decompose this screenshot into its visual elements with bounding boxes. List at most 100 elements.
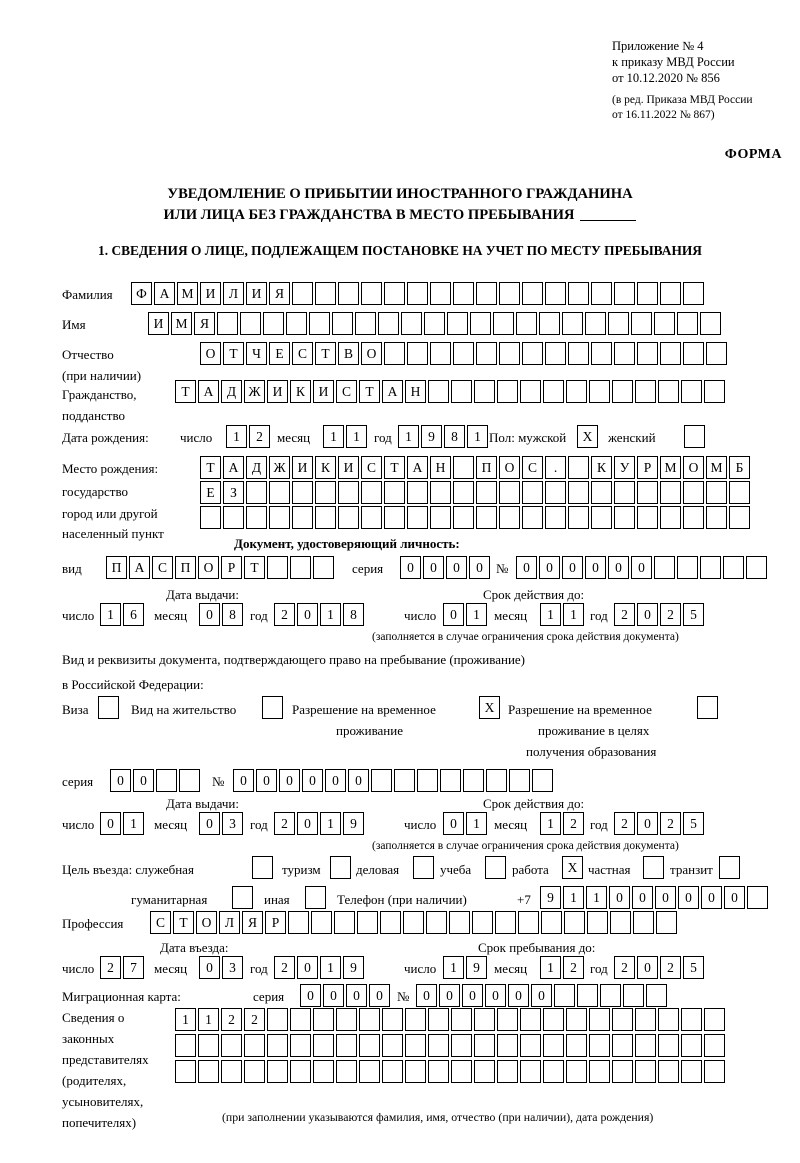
char-cell[interactable] [520, 1008, 541, 1031]
char-cell[interactable] [428, 1008, 449, 1031]
char-cell[interactable] [660, 282, 681, 305]
char-cell[interactable]: 1 [443, 956, 464, 979]
char-cell[interactable]: 1 [198, 1008, 219, 1031]
char-cell[interactable]: 1 [226, 425, 247, 448]
char-cell[interactable] [430, 342, 451, 365]
char-cell[interactable] [499, 342, 520, 365]
char-cell[interactable] [313, 556, 334, 579]
char-cell[interactable]: 1 [323, 425, 344, 448]
purpose-other-checkbox[interactable] [305, 886, 326, 909]
char-cell[interactable]: 0 [439, 984, 460, 1007]
char-cell[interactable]: Е [269, 342, 290, 365]
char-cell[interactable]: 0 [562, 556, 583, 579]
char-cell[interactable]: 0 [539, 556, 560, 579]
char-cell[interactable]: 2 [614, 812, 635, 835]
char-cell[interactable] [562, 312, 583, 335]
char-cell[interactable]: 2 [614, 956, 635, 979]
char-cell[interactable]: Р [221, 556, 242, 579]
char-cell[interactable] [566, 1008, 587, 1031]
char-cell[interactable]: 2 [274, 812, 295, 835]
char-cell[interactable] [463, 769, 484, 792]
char-cell[interactable]: 0 [348, 769, 369, 792]
char-cell[interactable] [288, 911, 309, 934]
char-cell[interactable] [660, 342, 681, 365]
char-cell[interactable] [430, 282, 451, 305]
char-cell[interactable] [532, 769, 553, 792]
char-cell[interactable] [217, 312, 238, 335]
char-cell[interactable]: 0 [443, 812, 464, 835]
char-cell[interactable] [476, 282, 497, 305]
char-cell[interactable] [545, 282, 566, 305]
char-cell[interactable] [520, 1034, 541, 1057]
char-cell[interactable]: О [198, 556, 219, 579]
char-cell[interactable]: 2 [660, 956, 681, 979]
char-cell[interactable]: 1 [586, 886, 607, 909]
char-cell[interactable] [476, 481, 497, 504]
char-cell[interactable] [704, 1060, 725, 1083]
char-cell[interactable] [403, 911, 424, 934]
char-cell[interactable] [417, 769, 438, 792]
char-cell[interactable] [451, 1034, 472, 1057]
char-cell[interactable] [612, 1060, 633, 1083]
char-cell[interactable] [244, 1034, 265, 1057]
char-cell[interactable] [585, 312, 606, 335]
char-cell[interactable] [543, 1034, 564, 1057]
char-cell[interactable]: 2 [274, 603, 295, 626]
char-cell[interactable]: Т [223, 342, 244, 365]
char-cell[interactable] [683, 282, 704, 305]
char-cell[interactable] [338, 506, 359, 529]
char-cell[interactable] [292, 282, 313, 305]
char-cell[interactable]: И [338, 456, 359, 479]
char-cell[interactable] [474, 380, 495, 403]
char-cell[interactable]: 0 [637, 603, 658, 626]
char-cell[interactable] [428, 1060, 449, 1083]
char-cell[interactable] [509, 769, 530, 792]
char-cell[interactable] [589, 1060, 610, 1083]
char-cell[interactable] [704, 380, 725, 403]
char-cell[interactable] [566, 1034, 587, 1057]
char-cell[interactable]: 0 [423, 556, 444, 579]
char-cell[interactable] [470, 312, 491, 335]
char-cell[interactable]: О [683, 456, 704, 479]
char-cell[interactable] [564, 911, 585, 934]
char-cell[interactable] [706, 342, 727, 365]
char-cell[interactable] [474, 1008, 495, 1031]
char-cell[interactable]: 1 [175, 1008, 196, 1031]
char-cell[interactable]: Т [244, 556, 265, 579]
char-cell[interactable] [394, 769, 415, 792]
char-cell[interactable]: В [338, 342, 359, 365]
char-cell[interactable]: 8 [444, 425, 465, 448]
char-cell[interactable] [315, 506, 336, 529]
char-cell[interactable] [336, 1034, 357, 1057]
char-cell[interactable] [543, 1008, 564, 1031]
char-cell[interactable] [543, 380, 564, 403]
char-cell[interactable] [589, 1008, 610, 1031]
char-cell[interactable] [361, 481, 382, 504]
char-cell[interactable]: 2 [614, 603, 635, 626]
purpose-tourism-checkbox[interactable] [330, 856, 351, 879]
char-cell[interactable] [405, 1060, 426, 1083]
char-cell[interactable]: 0 [443, 603, 464, 626]
char-cell[interactable] [313, 1060, 334, 1083]
char-cell[interactable] [635, 1060, 656, 1083]
char-cell[interactable]: 0 [400, 556, 421, 579]
char-cell[interactable]: О [361, 342, 382, 365]
char-cell[interactable] [175, 1034, 196, 1057]
char-cell[interactable] [382, 1060, 403, 1083]
char-cell[interactable] [290, 1060, 311, 1083]
char-cell[interactable]: О [200, 342, 221, 365]
char-cell[interactable] [522, 342, 543, 365]
purpose-work-checkbox[interactable]: X [562, 856, 583, 879]
char-cell[interactable]: 0 [297, 956, 318, 979]
char-cell[interactable]: 0 [302, 769, 323, 792]
char-cell[interactable] [706, 506, 727, 529]
char-cell[interactable] [267, 1008, 288, 1031]
char-cell[interactable]: 0 [462, 984, 483, 1007]
char-cell[interactable] [292, 506, 313, 529]
char-cell[interactable]: М [706, 456, 727, 479]
char-cell[interactable]: 1 [123, 812, 144, 835]
